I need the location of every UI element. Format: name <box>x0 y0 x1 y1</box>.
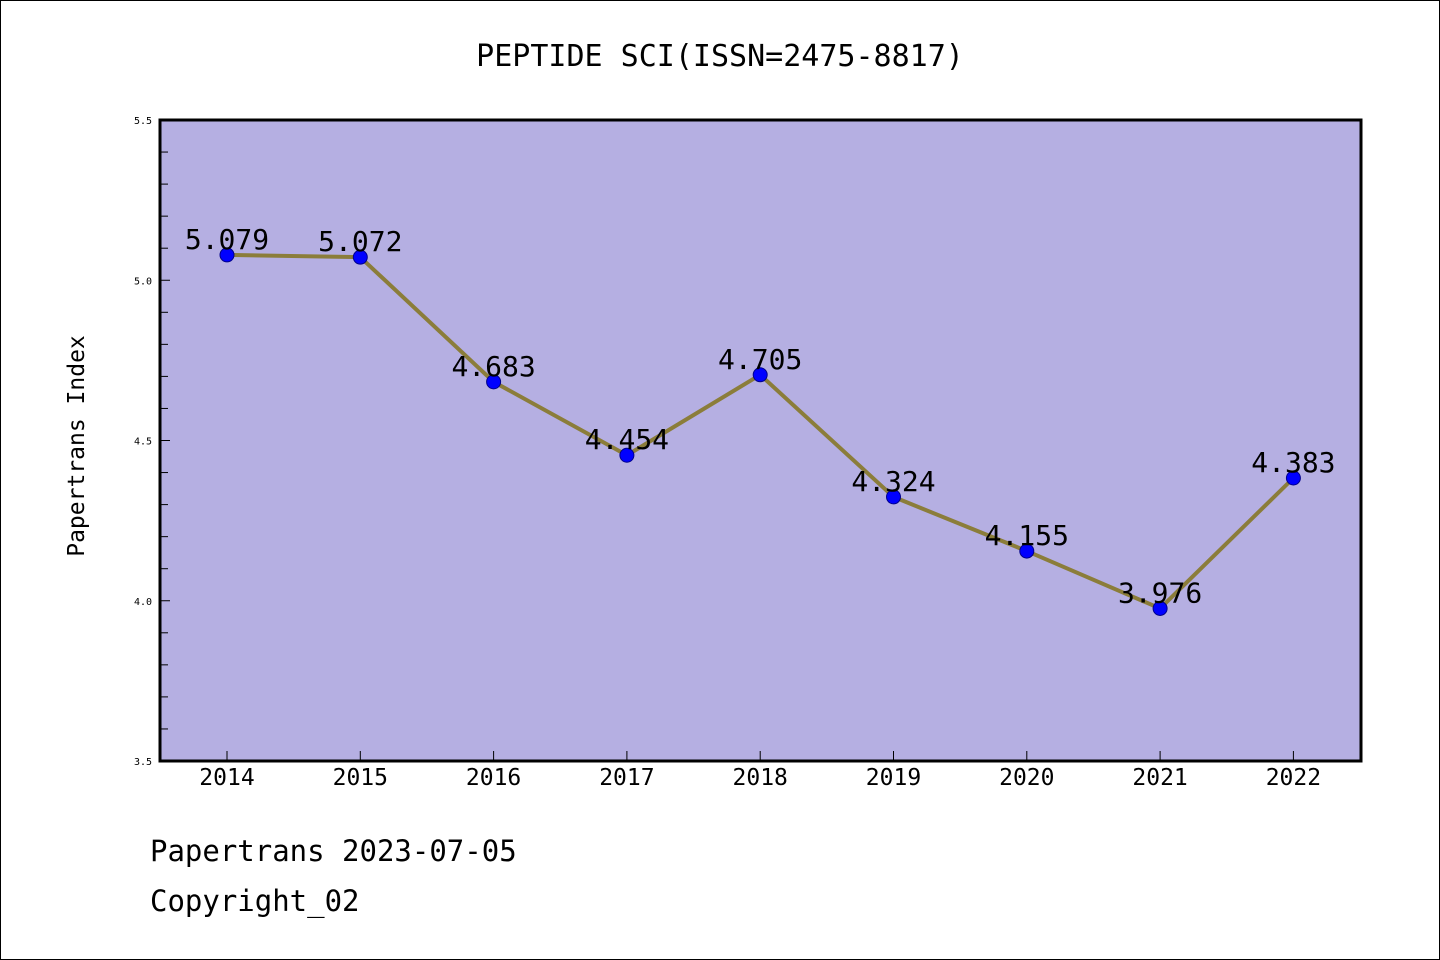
y-tick-label: 4.0 <box>134 597 152 608</box>
data-markers <box>219 247 1301 616</box>
x-tick-label: 2021 <box>1132 765 1187 791</box>
data-point <box>886 489 901 505</box>
y-axis-ticks: 3.5 4.0 4.5 5.0 5.5 <box>134 116 170 768</box>
y-tick-label: 5.5 <box>134 116 152 127</box>
y-tick-label: 4.5 <box>134 437 152 448</box>
x-tick-label: 2020 <box>999 765 1054 791</box>
x-tick-label: 2022 <box>1266 765 1321 791</box>
x-tick-label: 2019 <box>866 765 921 791</box>
footer-source: Papertrans 2023-07-05 <box>150 834 517 868</box>
x-tick-label: 2016 <box>466 765 521 791</box>
x-tick-label: 2014 <box>199 765 254 791</box>
data-label: 4.683 <box>451 350 535 383</box>
data-point <box>486 374 502 390</box>
y-tick-label: 5.0 <box>134 276 152 287</box>
data-labels: 5.079 5.072 4.683 4.454 4.705 4.324 4.155 3.976… <box>185 223 1336 610</box>
data-label: 3.976 <box>1118 576 1202 609</box>
data-label: 4.454 <box>585 423 669 456</box>
plot-area <box>158 118 1363 763</box>
x-tick-label: 2017 <box>599 765 654 791</box>
data-label: 5.072 <box>318 225 402 258</box>
data-label: 4.705 <box>718 343 802 376</box>
x-axis-ticks: 2014 2015 2016 2017 2018 2019 2020 2021 2022 <box>199 751 1321 791</box>
x-tick-label: 2015 <box>333 765 388 791</box>
data-point <box>352 249 368 265</box>
y-tick-label: 3.5 <box>134 757 152 768</box>
footer-copyright: Copyright_02 <box>150 884 360 918</box>
data-label: 4.383 <box>1251 446 1335 479</box>
data-label: 4.324 <box>851 465 935 498</box>
data-point <box>1152 600 1168 616</box>
x-tick-label: 2018 <box>733 765 788 791</box>
data-point <box>219 247 235 263</box>
data-point <box>1019 543 1035 559</box>
data-point <box>752 367 768 383</box>
data-point <box>1285 470 1301 486</box>
data-label: 5.079 <box>185 223 269 256</box>
y-axis-label: Papertrans Index <box>64 335 90 557</box>
data-label: 4.155 <box>985 519 1069 552</box>
data-point <box>619 447 635 463</box>
chart-title: PEPTIDE SCI(ISSN=2475-8817) <box>476 39 964 74</box>
